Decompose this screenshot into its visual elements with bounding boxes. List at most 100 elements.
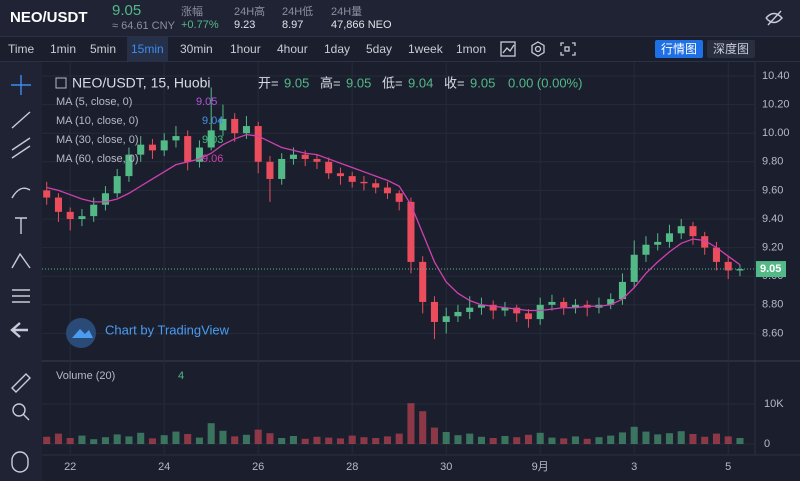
volume-bar (689, 434, 697, 444)
symbol: NEO/USDT (10, 9, 88, 26)
candle-body (395, 193, 403, 202)
watermark-icon (72, 329, 93, 338)
stat-label: 24H量 (331, 6, 363, 18)
volume-bar (407, 403, 415, 444)
candle-body (536, 304, 544, 320)
candle-body (407, 201, 415, 262)
volume-bar (78, 435, 86, 444)
volume-bar (160, 435, 168, 444)
candle-body (278, 158, 286, 179)
volume-bar (101, 437, 109, 444)
ma-legend-value: 9.04 (202, 115, 223, 127)
candle-body (630, 254, 638, 282)
hide-icon[interactable] (764, 8, 784, 28)
last-price-label: 9.05 (760, 263, 781, 275)
candle-body (125, 154, 133, 177)
interval-button[interactable]: 1week (408, 42, 443, 56)
candle-body (665, 233, 673, 242)
watermark: Chart by TradingView (105, 322, 230, 337)
ohlc-value: 9.05 (284, 75, 309, 90)
ma-legend-value: 9.03 (202, 134, 223, 146)
last-price-tag (756, 261, 786, 278)
x-tick-label: 3 (631, 461, 637, 473)
volume-bar (254, 429, 262, 444)
interval-button[interactable]: 30min (180, 42, 213, 56)
volume-bar (430, 427, 438, 444)
candle-body (336, 173, 344, 177)
volume-bar (442, 432, 450, 444)
volume-bar (195, 437, 203, 444)
candle-body (489, 304, 497, 311)
candle-body (571, 304, 579, 308)
interval-button[interactable]: 5min (90, 42, 117, 56)
volume-bar (54, 433, 62, 444)
candle-body (325, 161, 333, 174)
candle-body (207, 130, 215, 148)
x-tick-label: 26 (252, 461, 264, 473)
candle-body (524, 313, 532, 320)
stat-value: +0.77% (181, 19, 219, 31)
x-tick-label: 30 (440, 461, 452, 473)
ma-legend-name: MA (5, close, 0) (56, 96, 132, 108)
candle-body (101, 193, 109, 205)
interval-button[interactable]: 1day (324, 42, 351, 56)
candle-body (712, 247, 720, 262)
header: NEO/USDT 9.05 ≈ 64.61 CNY 涨幅 +0.77% 24H高… (0, 0, 800, 37)
view-button[interactable]: 深度图 (707, 40, 756, 58)
volume-tick-label: 10K (764, 398, 784, 410)
volume-bar (607, 435, 615, 444)
x-tick-label: 22 (64, 461, 76, 473)
ohlc-value: 9.05 (470, 75, 495, 90)
candle-body (701, 236, 709, 248)
volume-bar (266, 433, 274, 444)
volume-bar (325, 437, 333, 444)
toolbar-icons[interactable] (496, 37, 606, 61)
y-tick-label: 8.60 (762, 327, 783, 339)
candle-body (160, 140, 168, 151)
volume-bar (278, 438, 286, 444)
interval-button[interactable]: 4hour (277, 42, 308, 56)
candle-body (254, 126, 262, 162)
candle-body (242, 126, 250, 134)
interval-button[interactable]: 1min (50, 42, 77, 56)
x-tick-label: 5 (725, 461, 731, 473)
volume-bar (665, 433, 673, 444)
volume-bar (113, 434, 121, 444)
volume-bar (207, 423, 215, 444)
ohlc-label: 开= (258, 75, 279, 90)
grid (42, 62, 755, 454)
interval-button[interactable]: 1hour (230, 42, 261, 56)
interval-button[interactable]: 1mon (456, 42, 487, 56)
stat-value: 8.97 (282, 19, 304, 31)
candle-body (219, 118, 227, 131)
volume-bar (184, 434, 192, 444)
candle-body (301, 154, 309, 159)
interval-button[interactable]: 15min (127, 37, 168, 61)
volume-bar (736, 438, 744, 444)
candle-body (513, 307, 521, 314)
view-button[interactable]: 行情图 (655, 40, 704, 58)
volume-bar (630, 426, 638, 444)
toolbar: Time 1min 5min 15min 30min 1hour 4hour 1day 5day… (0, 37, 800, 62)
candle-body (654, 241, 662, 245)
candle-body (477, 304, 485, 308)
stat-label: 涨幅 (181, 6, 203, 18)
ma-legend-name: MA (10, close, 0) (56, 115, 139, 127)
tool-icons (10, 75, 31, 473)
candle-body (54, 197, 62, 212)
volume-bar (125, 436, 133, 444)
candle-body (548, 301, 556, 305)
candle-body (383, 187, 391, 194)
ma-line (46, 133, 741, 312)
chart-title: NEO/USDT, 15, Huobi (72, 75, 211, 91)
volume-bar (618, 432, 626, 444)
series (42, 87, 755, 444)
labels: 10.4010.2010.009.809.609.409.209.008.808… (55, 70, 790, 473)
y-tick-label: 10.20 (762, 99, 790, 111)
interval-button[interactable]: 5day (366, 42, 393, 56)
interval-button[interactable]: Time (8, 42, 35, 56)
x-tick-label: 9月 (532, 461, 549, 473)
volume-bar (313, 436, 321, 444)
candle-body (430, 301, 438, 322)
